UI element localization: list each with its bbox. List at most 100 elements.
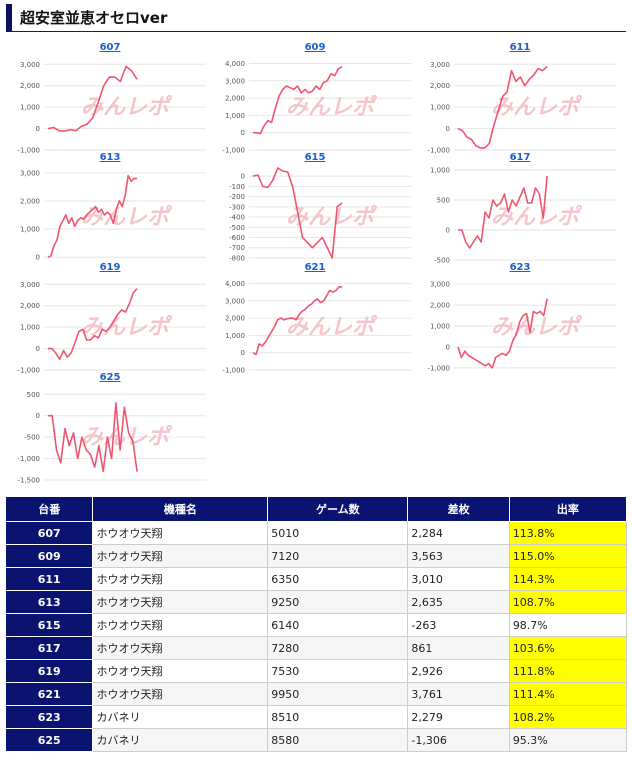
model-name-cell: ホウオウ天翔 bbox=[92, 682, 269, 706]
game-count-cell: 7530 bbox=[267, 659, 409, 683]
payout-rate-cell: 98.7% bbox=[508, 613, 628, 637]
unit-number-cell: 613 bbox=[4, 590, 94, 614]
chart-title-link[interactable]: 625 bbox=[99, 372, 121, 383]
table-row: 623 カバネリ 8510 2,279 108.2% bbox=[4, 705, 628, 729]
y-tick-label: -500 bbox=[24, 434, 40, 442]
game-count-cell: 6140 bbox=[267, 613, 409, 637]
chart-plot: 3,000 2,000 1,000 0 -1,000 みんレポ bbox=[17, 61, 206, 155]
model-name-cell: ホウオウ天翔 bbox=[92, 613, 269, 637]
diff-coins-cell: 2,279 bbox=[407, 705, 510, 729]
chart-623: 623 3,000 2,000 1,000 0 -1,000 みんレポ bbox=[420, 262, 620, 382]
watermark-logo: みんレポ bbox=[81, 314, 173, 340]
y-tick-label: 500 bbox=[27, 391, 40, 399]
y-tick-label: 0 bbox=[446, 343, 450, 351]
payout-rate-cell: 103.6% bbox=[508, 636, 628, 660]
payout-rate-cell: 115.0% bbox=[508, 544, 628, 568]
y-tick-label: -100 bbox=[229, 183, 245, 191]
y-tick-label: 2,000 bbox=[20, 82, 40, 90]
y-tick-label: 3,000 bbox=[20, 281, 40, 289]
chart-613: 613 3,000 2,000 1,000 0 みんレポ bbox=[10, 152, 210, 272]
diff-coins-cell: 2,926 bbox=[407, 659, 510, 683]
y-tick-label: 1,000 bbox=[20, 104, 40, 112]
header-unit-no: 台番 bbox=[4, 496, 94, 522]
y-tick-label: 1,000 bbox=[20, 226, 40, 234]
game-count-cell: 7280 bbox=[267, 636, 409, 660]
watermark-logo: みんレポ bbox=[81, 94, 173, 120]
table-header-row: 台番 機種名 ゲーム数 差枚 出率 bbox=[4, 496, 628, 522]
diff-coins-cell: 3,563 bbox=[407, 544, 510, 568]
watermark-logo: みんレポ bbox=[491, 314, 583, 340]
y-tick-label: -200 bbox=[229, 193, 245, 201]
series-line bbox=[253, 66, 343, 135]
y-tick-label: 3,000 bbox=[430, 281, 450, 289]
y-tick-label: -1,000 bbox=[17, 455, 40, 463]
y-tick-label: 2,000 bbox=[225, 95, 245, 103]
model-name-cell: カバネリ bbox=[92, 728, 269, 752]
unit-number-cell: 617 bbox=[4, 636, 94, 660]
game-count-cell: 9250 bbox=[267, 590, 409, 614]
game-count-cell: 9950 bbox=[267, 682, 409, 706]
model-name-cell: ホウオウ天翔 bbox=[92, 567, 269, 591]
model-name-cell: ホウオウ天翔 bbox=[92, 636, 269, 660]
payout-rate-cell: 108.7% bbox=[508, 590, 628, 614]
payout-rate-cell: 95.3% bbox=[508, 728, 628, 752]
model-name-cell: ホウオウ天翔 bbox=[92, 544, 269, 568]
header-model: 機種名 bbox=[92, 496, 269, 522]
chart-title-link[interactable]: 609 bbox=[304, 42, 326, 53]
y-tick-label: -1,000 bbox=[222, 147, 245, 155]
chart-title-link[interactable]: 617 bbox=[509, 152, 531, 163]
chart-plot: 4,000 3,000 2,000 1,000 0 -1,000 みんレポ bbox=[222, 60, 411, 155]
chart-615: 615 0 -100 -200 -300 -400 -500 -600 -700 -800 みんレポ bbox=[215, 152, 415, 272]
chart-plot: 4,000 3,000 2,000 1,000 0 -1,000 みんレポ bbox=[222, 280, 411, 375]
table-row: 617 ホウオウ天翔 7280 861 103.6% bbox=[4, 636, 628, 660]
chart-plot: 500 0 -500 -1,000 -1,500 みんレポ bbox=[17, 391, 206, 485]
chart-title-link[interactable]: 615 bbox=[304, 152, 326, 163]
chart-title-link[interactable]: 611 bbox=[509, 42, 531, 53]
table-row: 619 ホウオウ天翔 7530 2,926 111.8% bbox=[4, 659, 628, 683]
watermark-logo: みんレポ bbox=[81, 424, 173, 450]
unit-number-cell: 615 bbox=[4, 613, 94, 637]
y-tick-label: 0 bbox=[446, 125, 450, 133]
chart-title-link[interactable]: 613 bbox=[99, 152, 121, 163]
watermark-logo: みんレポ bbox=[491, 204, 583, 230]
chart-619: 619 3,000 2,000 1,000 0 -1,000 みんレポ bbox=[10, 262, 210, 382]
header-rate: 出率 bbox=[508, 496, 628, 522]
chart-609: 609 4,000 3,000 2,000 1,000 0 -1,000 みんレポ bbox=[215, 42, 415, 162]
chart-title-link[interactable]: 623 bbox=[509, 262, 531, 273]
chart-title-link[interactable]: 607 bbox=[99, 42, 121, 53]
diff-coins-cell: 2,284 bbox=[407, 521, 510, 545]
chart-625: 625 500 0 -500 -1,000 -1,500 みんレポ bbox=[10, 372, 210, 492]
diff-coins-cell: 3,010 bbox=[407, 567, 510, 591]
chart-617: 617 1,000 500 0 -500 みんレポ bbox=[420, 152, 620, 272]
payout-rate-cell: 108.2% bbox=[508, 705, 628, 729]
table-row: 613 ホウオウ天翔 9250 2,635 108.7% bbox=[4, 590, 628, 614]
y-tick-label: -1,000 bbox=[427, 364, 450, 372]
page-header: 超安室並恵オセロver bbox=[6, 4, 626, 32]
watermark-logo: みんレポ bbox=[491, 94, 583, 120]
y-tick-label: 0 bbox=[36, 125, 40, 133]
payout-rate-cell: 111.4% bbox=[508, 682, 628, 706]
chart-title-link[interactable]: 619 bbox=[99, 262, 121, 273]
unit-number-cell: 623 bbox=[4, 705, 94, 729]
y-tick-label: 3,000 bbox=[225, 297, 245, 305]
y-tick-label: 0 bbox=[241, 173, 245, 181]
diff-coins-cell: -263 bbox=[407, 613, 510, 637]
chart-title-link[interactable]: 621 bbox=[304, 262, 326, 273]
chart-621: 621 4,000 3,000 2,000 1,000 0 -1,000 みんレポ bbox=[215, 262, 415, 382]
y-tick-label: 3,000 bbox=[20, 169, 40, 177]
y-tick-label: -1,000 bbox=[427, 147, 450, 155]
game-count-cell: 8510 bbox=[267, 705, 409, 729]
y-tick-label: 0 bbox=[446, 227, 450, 235]
y-tick-label: 1,000 bbox=[225, 112, 245, 120]
y-tick-label: 1,000 bbox=[430, 104, 450, 112]
model-name-cell: カバネリ bbox=[92, 705, 269, 729]
unit-number-cell: 609 bbox=[4, 544, 94, 568]
page-title: 超安室並恵オセロver bbox=[20, 9, 168, 27]
chart-plot: 3,000 2,000 1,000 0 -1,000 みんレポ bbox=[427, 281, 616, 372]
y-tick-label: 0 bbox=[241, 349, 245, 357]
model-name-cell: ホウオウ天翔 bbox=[92, 659, 269, 683]
unit-number-cell: 621 bbox=[4, 682, 94, 706]
y-tick-label: -1,000 bbox=[222, 367, 245, 375]
y-tick-label: -500 bbox=[229, 224, 245, 232]
model-name-cell: ホウオウ天翔 bbox=[92, 521, 269, 545]
